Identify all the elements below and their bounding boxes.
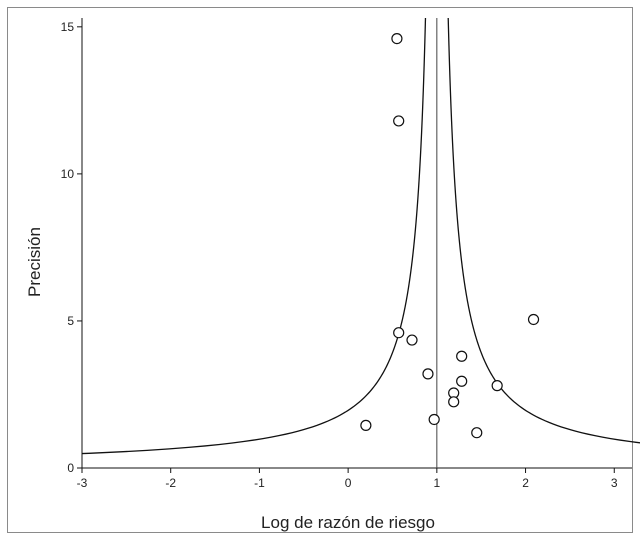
x-tick-label: 1	[433, 476, 440, 490]
data-point	[448, 396, 460, 408]
y-tick-label: 15	[61, 20, 75, 34]
data-point	[391, 32, 403, 45]
data-point	[456, 375, 468, 387]
data-point	[406, 334, 418, 346]
y-tick-label: 5	[67, 314, 74, 328]
x-tick-label: -3	[77, 476, 88, 490]
data-point	[456, 350, 468, 362]
x-tick-label: 3	[611, 476, 618, 490]
chart-frame	[7, 7, 633, 533]
data-point	[428, 413, 440, 426]
funnel-left-curve	[82, 18, 427, 455]
data-point	[360, 419, 372, 431]
y-axis-title: Precisión	[25, 227, 44, 297]
data-point	[471, 427, 483, 439]
x-axis-title: Log de razón de riesgo	[261, 513, 435, 532]
data-point	[422, 368, 434, 380]
funnel-right-curve	[447, 18, 640, 444]
x-tick-label: 0	[345, 476, 352, 490]
plot-area: -3 -2 -1 0 1 2 3 0 5 10 15	[61, 18, 640, 490]
y-tick-label: 0	[67, 461, 74, 475]
data-point	[527, 313, 540, 326]
x-tick-label: 2	[522, 476, 529, 490]
data-point	[393, 327, 405, 339]
y-tick-label: 10	[61, 167, 75, 181]
x-tick-label: -1	[254, 476, 265, 490]
data-point	[491, 380, 503, 392]
data-point	[393, 115, 405, 127]
x-tick-label: -2	[165, 476, 176, 490]
